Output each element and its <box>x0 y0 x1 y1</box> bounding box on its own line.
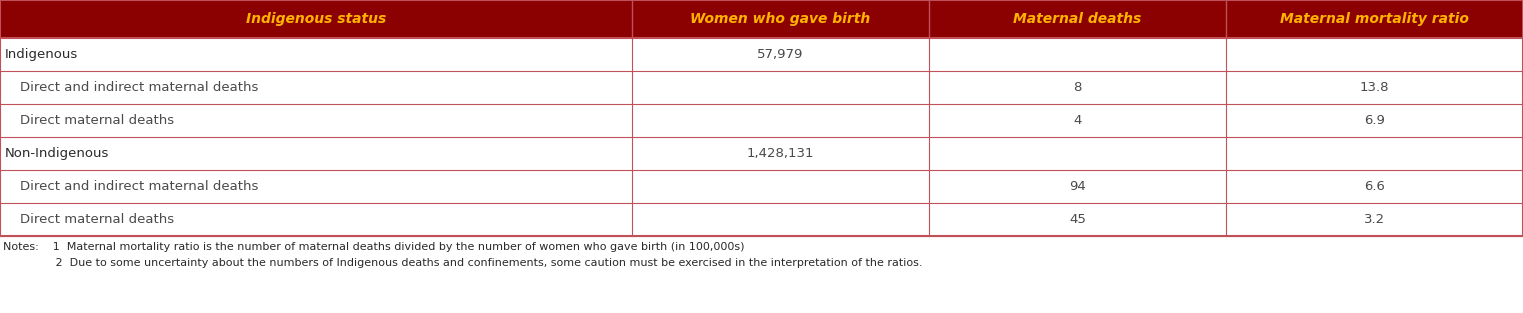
Text: Maternal deaths: Maternal deaths <box>1013 12 1142 26</box>
Bar <box>0 170 1523 203</box>
Text: 13.8: 13.8 <box>1360 81 1389 94</box>
Bar <box>0 38 1523 71</box>
Text: Direct maternal deaths: Direct maternal deaths <box>20 114 174 127</box>
Text: Women who gave birth: Women who gave birth <box>690 12 871 26</box>
Text: Non-Indigenous: Non-Indigenous <box>5 147 110 160</box>
Text: 57,979: 57,979 <box>757 48 804 61</box>
Text: 45: 45 <box>1069 213 1086 226</box>
Bar <box>0 137 1523 170</box>
Text: 6.6: 6.6 <box>1365 180 1384 193</box>
Text: Notes:    1  Maternal mortality ratio is the number of maternal deaths divided b: Notes: 1 Maternal mortality ratio is the… <box>3 242 745 252</box>
Bar <box>0 104 1523 137</box>
Text: Maternal mortality ratio: Maternal mortality ratio <box>1279 12 1470 26</box>
Text: 8: 8 <box>1074 81 1081 94</box>
Text: Direct and indirect maternal deaths: Direct and indirect maternal deaths <box>20 81 259 94</box>
Bar <box>0 71 1523 104</box>
Text: 3.2: 3.2 <box>1365 213 1384 226</box>
Text: 94: 94 <box>1069 180 1086 193</box>
Text: Indigenous: Indigenous <box>5 48 78 61</box>
Text: Direct and indirect maternal deaths: Direct and indirect maternal deaths <box>20 180 259 193</box>
Text: Direct maternal deaths: Direct maternal deaths <box>20 213 174 226</box>
Text: 6.9: 6.9 <box>1365 114 1384 127</box>
Text: 4: 4 <box>1074 114 1081 127</box>
Text: Indigenous status: Indigenous status <box>245 12 387 26</box>
Bar <box>0 0 1523 38</box>
Text: 1,428,131: 1,428,131 <box>746 147 815 160</box>
Text: 2  Due to some uncertainty about the numbers of Indigenous deaths and confinemen: 2 Due to some uncertainty about the numb… <box>3 258 923 268</box>
Bar <box>0 203 1523 236</box>
